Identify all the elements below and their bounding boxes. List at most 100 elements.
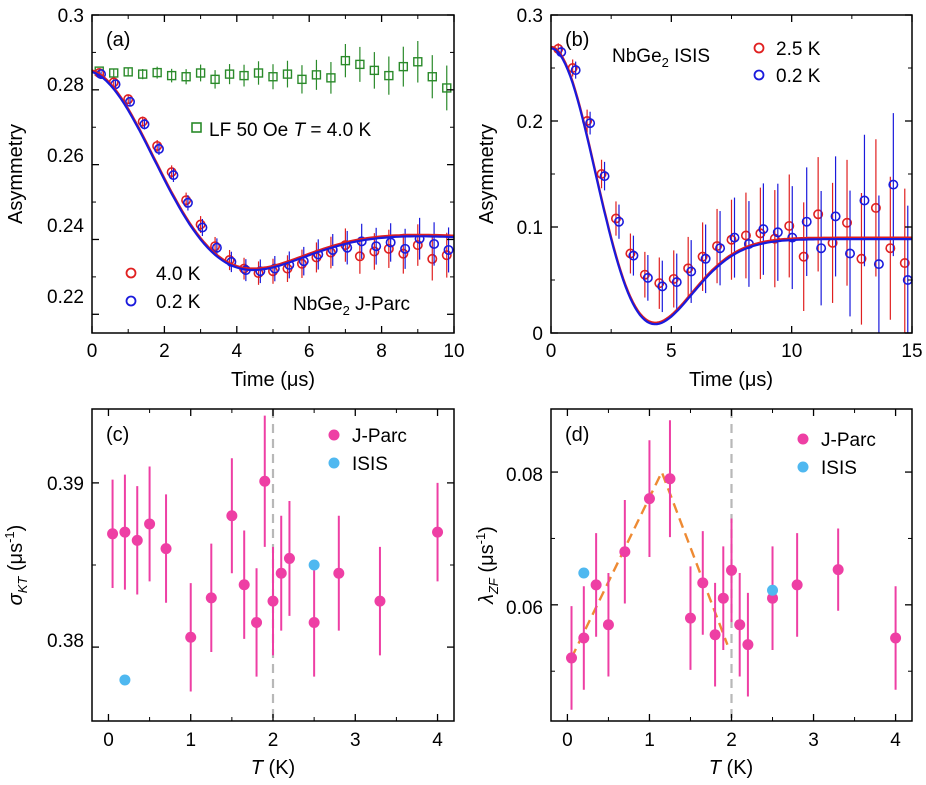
x-tick-label: 15 bbox=[901, 341, 922, 362]
panel-a-x-axis-label: Time (μs) bbox=[231, 369, 315, 391]
data-point bbox=[123, 94, 134, 105]
x-tick-label: 3 bbox=[350, 730, 361, 751]
data-point bbox=[767, 584, 779, 596]
lf-legend-marker bbox=[191, 122, 202, 133]
data-point bbox=[160, 543, 172, 555]
panel-c-y-tick-labels: 0.39 0.38 bbox=[47, 474, 84, 652]
panel-d: 0 1 2 3 4 0.08 0.06 T (K) λZF (μs-1) (d)… bbox=[473, 408, 913, 779]
data-point bbox=[185, 631, 197, 643]
y-axis-close: ) bbox=[476, 526, 498, 533]
data-point bbox=[308, 559, 320, 571]
legend-marker-isis bbox=[797, 461, 809, 473]
data-point bbox=[354, 251, 365, 262]
data-point bbox=[181, 72, 191, 82]
data-point bbox=[639, 269, 650, 280]
legend-marker-4K bbox=[125, 267, 137, 279]
legend-label-jparc: J-Parc bbox=[352, 426, 407, 447]
panel-a-ticks bbox=[91, 14, 455, 333]
data-point bbox=[429, 238, 440, 249]
data-point bbox=[830, 211, 841, 222]
y-axis-subscript: ZF bbox=[486, 577, 501, 595]
x-tick-label: 4 bbox=[432, 730, 443, 751]
y-tick-label: 0.24 bbox=[47, 216, 84, 237]
data-point bbox=[726, 564, 737, 576]
data-point bbox=[333, 567, 345, 579]
data-point bbox=[888, 179, 899, 190]
panel-a-sample-annotation: NbGe2 J-Parc bbox=[293, 294, 410, 318]
data-point bbox=[182, 197, 193, 208]
data-point bbox=[398, 248, 409, 259]
panel-d-legend: J-Parc ISIS bbox=[797, 430, 876, 479]
x-tick-label: 3 bbox=[808, 730, 819, 751]
x-tick-label: 10 bbox=[781, 341, 802, 362]
data-point bbox=[767, 592, 779, 604]
data-point bbox=[224, 69, 235, 79]
x-tick-label: 4 bbox=[890, 730, 901, 751]
data-point bbox=[602, 619, 614, 631]
data-point bbox=[717, 592, 729, 604]
data-point bbox=[613, 216, 624, 227]
panel-b-label: (b) bbox=[565, 29, 589, 51]
panel-c-legend: J-Parc ISIS bbox=[328, 426, 407, 475]
data-point bbox=[610, 213, 621, 224]
data-point bbox=[400, 243, 411, 254]
x-tick-label: 0 bbox=[103, 730, 114, 751]
data-point bbox=[211, 242, 222, 253]
panel-b-ticks bbox=[550, 14, 913, 334]
data-point bbox=[734, 619, 746, 631]
data-point bbox=[657, 281, 668, 292]
y-tick-label: 0.1 bbox=[517, 218, 543, 239]
y-axis-superscript: -1 bbox=[473, 533, 488, 545]
lf-legend-field: LF 50 Oe bbox=[209, 120, 288, 141]
x-tick-label: 0 bbox=[87, 341, 98, 362]
data-point bbox=[283, 552, 295, 564]
x-tick-label: 2 bbox=[268, 730, 279, 751]
data-point bbox=[205, 592, 217, 604]
data-point bbox=[210, 241, 221, 252]
data-point bbox=[168, 170, 179, 181]
panel-b-y-tick-labels: 0.3 0.2 0.1 0 bbox=[517, 6, 543, 345]
panel-d-ticks bbox=[551, 409, 912, 721]
panel-b-legend: 2.5 K 0.2 K bbox=[753, 39, 821, 87]
panel-c-label: (c) bbox=[106, 424, 129, 446]
panel-b-x-axis-label: Time (μs) bbox=[689, 369, 773, 391]
y-tick-label: 0.3 bbox=[58, 6, 84, 27]
legend-marker-0.2K bbox=[753, 69, 765, 81]
legend-label-jparc: J-Parc bbox=[821, 430, 876, 451]
y-tick-label: 0.3 bbox=[517, 6, 543, 27]
data-point bbox=[784, 220, 795, 231]
data-point bbox=[251, 616, 263, 628]
fit-curve-0.2K bbox=[91, 70, 455, 272]
data-point bbox=[791, 579, 803, 591]
x-tick-label: 0 bbox=[562, 730, 573, 751]
data-point bbox=[684, 612, 696, 624]
data-point bbox=[566, 652, 578, 664]
data-point bbox=[371, 241, 382, 252]
panel-c-x-tick-labels: 0 1 2 3 4 bbox=[103, 730, 443, 751]
data-point bbox=[842, 217, 853, 228]
panel-b-y-axis-label: Asymmetry bbox=[476, 124, 498, 224]
data-point bbox=[268, 72, 278, 82]
x-tick-label: 1 bbox=[186, 730, 197, 751]
panel-b-x-tick-labels: 0 5 10 15 bbox=[546, 341, 923, 362]
data-point bbox=[181, 195, 192, 206]
data-point bbox=[578, 632, 590, 644]
lf-legend-temp-symbol: T bbox=[294, 120, 307, 141]
data-point bbox=[195, 68, 206, 78]
data-point bbox=[123, 67, 133, 77]
y-axis-unit: (μs bbox=[5, 543, 27, 577]
data-point bbox=[890, 632, 902, 644]
panel-a-x-tick-labels: 0 2 4 6 8 10 bbox=[87, 341, 465, 362]
data-point bbox=[384, 70, 394, 81]
data-point bbox=[427, 253, 438, 264]
y-axis-subscript: KT bbox=[15, 576, 30, 594]
data-point bbox=[832, 564, 844, 576]
data-point bbox=[742, 639, 754, 651]
ann-main: NbGe bbox=[293, 294, 343, 315]
data-point bbox=[700, 253, 711, 264]
data-point bbox=[870, 202, 881, 213]
data-point bbox=[308, 616, 320, 628]
panel-d-y-tick-labels: 0.08 0.06 bbox=[506, 465, 543, 619]
